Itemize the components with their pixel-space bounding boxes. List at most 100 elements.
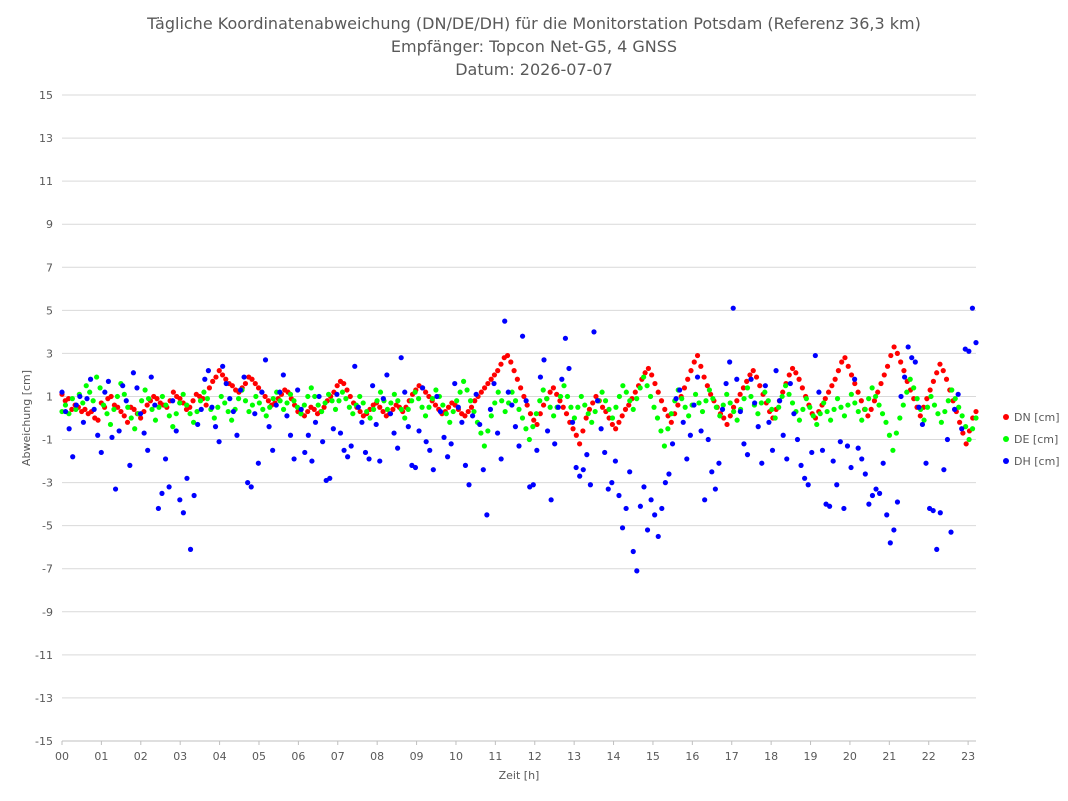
data-point [223, 380, 229, 387]
data-point [267, 404, 273, 410]
data-point [485, 380, 491, 387]
data-point [478, 389, 484, 395]
data-point [679, 396, 685, 402]
data-point [544, 396, 550, 402]
data-point [97, 385, 103, 391]
data-point [598, 426, 604, 432]
data-point [374, 398, 380, 404]
data-point [669, 441, 676, 447]
data-point [891, 344, 897, 350]
data-point [80, 400, 86, 406]
data-point [422, 413, 429, 419]
data-point [294, 404, 301, 410]
data-point [541, 357, 547, 363]
data-point [229, 417, 235, 423]
data-point [523, 426, 529, 432]
data-point [95, 417, 101, 423]
data-point [859, 456, 865, 462]
data-point [134, 385, 140, 391]
data-point [412, 389, 418, 395]
data-point [170, 389, 176, 395]
data-point [787, 380, 793, 387]
data-point [814, 421, 820, 428]
data-point [360, 400, 366, 406]
data-point [423, 389, 429, 395]
data-point [741, 441, 747, 447]
data-point [104, 411, 110, 417]
data-point [377, 389, 384, 395]
data-point [609, 480, 615, 486]
data-point [912, 359, 918, 365]
data-point [84, 396, 90, 402]
data-point [708, 391, 714, 397]
data-point [786, 372, 792, 378]
data-point [484, 512, 490, 518]
data-point [744, 385, 751, 391]
data-point [94, 374, 100, 380]
data-point [180, 510, 186, 516]
data-point [69, 406, 75, 412]
data-point [121, 391, 127, 397]
data-point [917, 413, 923, 419]
data-point [585, 411, 591, 417]
data-point [891, 527, 897, 533]
data-point [380, 408, 386, 415]
data-point [491, 380, 497, 387]
data-point [534, 447, 540, 453]
x-tick-label: 14 [607, 750, 621, 763]
data-point [666, 471, 672, 477]
data-point [832, 376, 838, 382]
data-point [469, 413, 476, 419]
data-point [634, 396, 640, 402]
data-point [641, 374, 647, 380]
data-point [419, 404, 425, 410]
data-point [577, 473, 583, 479]
data-point [960, 430, 966, 436]
data-point [204, 396, 211, 402]
data-point [127, 462, 133, 468]
data-point [209, 404, 215, 410]
data-point [800, 406, 806, 412]
data-point [641, 484, 647, 490]
y-tick-label: 7 [46, 261, 53, 274]
data-point [930, 378, 937, 384]
data-point [731, 408, 737, 415]
data-point [706, 387, 713, 393]
data-point [415, 396, 422, 402]
data-point [566, 365, 572, 372]
data-point [537, 398, 543, 404]
data-point [878, 380, 884, 387]
data-point [215, 404, 221, 410]
data-point [652, 380, 658, 387]
data-point [537, 374, 544, 380]
data-point [927, 387, 933, 393]
data-point [602, 398, 609, 404]
data-point [242, 380, 249, 387]
data-point [498, 361, 504, 367]
data-point [116, 428, 122, 434]
data-point [337, 430, 344, 436]
data-point [198, 406, 204, 412]
data-point [344, 387, 350, 393]
data-point [675, 402, 681, 408]
data-point [827, 417, 834, 423]
data-point [210, 378, 216, 384]
data-point [654, 415, 661, 421]
chart-subtitle: Empfänger: Topcon Net-G5, 4 GNSS [390, 37, 678, 56]
data-point [721, 415, 727, 421]
data-point [973, 408, 979, 415]
data-point [587, 482, 594, 488]
data-point [642, 370, 648, 376]
data-point [605, 486, 611, 492]
y-tick-label: 11 [39, 175, 53, 188]
data-point [445, 404, 452, 410]
data-point [526, 436, 532, 443]
data-point [118, 408, 124, 415]
data-point [559, 376, 565, 382]
data-point [107, 421, 114, 428]
data-point [166, 413, 172, 419]
data-point [959, 413, 965, 419]
data-point [966, 436, 972, 443]
data-point [121, 413, 127, 419]
